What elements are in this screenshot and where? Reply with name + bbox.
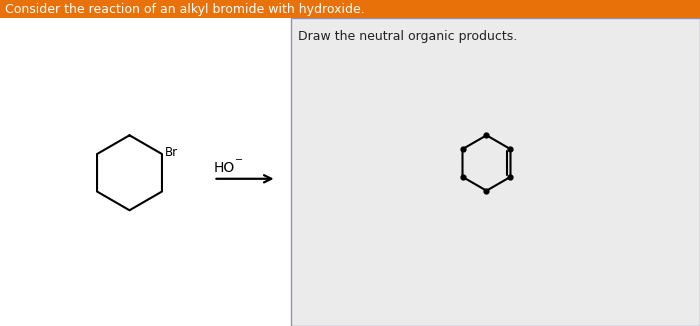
Bar bbox=[290, 18, 700, 326]
Bar bbox=[0, 0, 700, 18]
Text: −: − bbox=[234, 155, 243, 165]
Text: Consider the reaction of an alkyl bromide with hydroxide.: Consider the reaction of an alkyl bromid… bbox=[5, 3, 365, 16]
Text: Draw the neutral organic products.: Draw the neutral organic products. bbox=[298, 30, 518, 43]
Text: Br: Br bbox=[165, 145, 178, 158]
Text: HO: HO bbox=[214, 161, 235, 175]
